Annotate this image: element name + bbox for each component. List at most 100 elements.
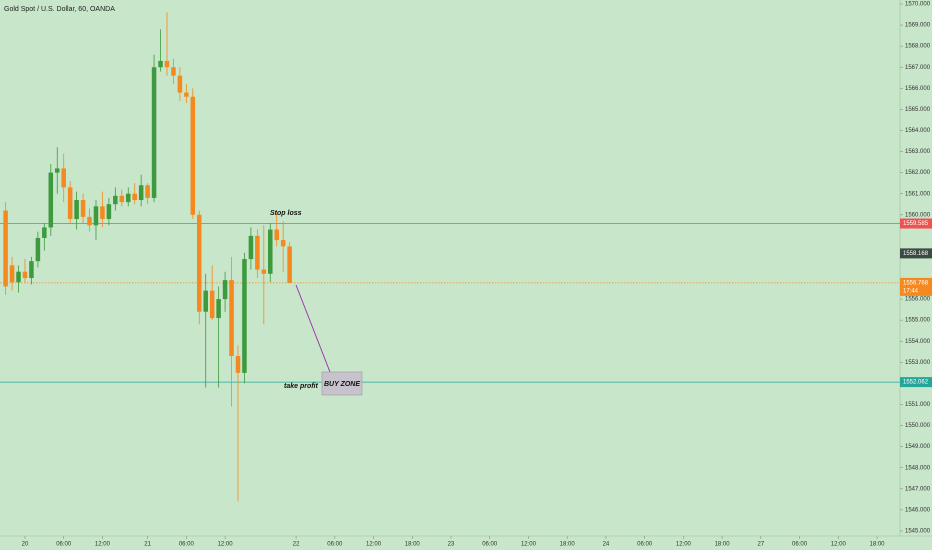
candle-body [61, 168, 66, 188]
y-tick-label: 1551.000 [905, 402, 931, 408]
buy-zone-label: BUY ZONE [324, 381, 360, 388]
candle-body [16, 271, 21, 283]
price-tag-label: 1559.585 [903, 221, 929, 227]
candle-body [261, 269, 267, 274]
chart-title: Gold Spot / U.S. Dollar, 60, OANDA [4, 6, 115, 13]
candle-body [48, 172, 54, 228]
y-tick-label: 1568.000 [905, 44, 931, 50]
candle-body [287, 246, 292, 283]
candle-body [106, 204, 112, 219]
candle-body [203, 290, 208, 312]
candle-body [216, 299, 221, 319]
x-tick-label: 12:00 [676, 542, 692, 548]
price-tag [900, 277, 932, 296]
x-tick-label: 12:00 [521, 542, 537, 548]
candle-body [235, 355, 241, 373]
y-tick-label: 1554.000 [905, 339, 931, 345]
countdown-label: 17:44 [903, 288, 919, 294]
y-tick-label: 1567.000 [905, 65, 931, 71]
y-tick-label: 1566.000 [905, 86, 931, 92]
candle-body [67, 187, 73, 219]
candle-body [255, 235, 260, 270]
candle-body [3, 210, 8, 287]
candle-body [151, 67, 157, 198]
candle-body [22, 271, 28, 279]
x-tick-label: 22 [293, 542, 300, 548]
candle-body [132, 193, 137, 201]
x-tick-label: 06:00 [792, 542, 808, 548]
y-tick-label: 1563.000 [905, 149, 931, 155]
candle-body [29, 261, 34, 279]
y-tick-label: 1546.000 [905, 507, 931, 513]
candle-body [164, 60, 170, 68]
y-tick-label: 1547.000 [905, 486, 931, 492]
candle-body [197, 214, 202, 312]
y-tick-label: 1564.000 [905, 128, 931, 134]
candle-body [9, 265, 15, 283]
x-tick-label: 06:00 [482, 542, 498, 548]
x-tick-label: 27 [757, 542, 764, 548]
y-tick-label: 1562.000 [905, 170, 931, 176]
take-profit-label: take profit [284, 383, 319, 390]
x-tick-label: 12:00 [366, 542, 382, 548]
candle-body [229, 280, 234, 356]
arrow-line [295, 284, 331, 373]
y-tick-label: 1556.000 [905, 297, 931, 303]
candle-body [145, 185, 150, 198]
x-tick-label: 18:00 [560, 542, 576, 548]
candle-body [125, 193, 131, 203]
candle-body [274, 229, 279, 241]
y-tick-label: 1570.000 [905, 2, 931, 8]
buy-zone-box [321, 371, 363, 396]
x-tick-label: 12:00 [831, 542, 847, 548]
y-tick-label: 1561.000 [905, 191, 931, 197]
candle-body [209, 290, 215, 319]
candle-body [93, 206, 99, 226]
price-tag-label: 1556.768 [903, 280, 929, 286]
candle-body [100, 206, 105, 219]
candle-body [35, 237, 41, 262]
y-tick-label: 1549.000 [905, 444, 931, 450]
candle-body [268, 229, 273, 274]
y-tick-label: 1560.000 [905, 212, 931, 218]
x-tick-label: 18:00 [405, 542, 421, 548]
x-tick-label: 06:00 [327, 542, 343, 548]
y-tick-label: 1565.000 [905, 107, 931, 113]
candle-body [119, 195, 125, 203]
x-tick-label: 21 [144, 542, 151, 548]
candle-body [242, 259, 247, 373]
y-tick-label: 1569.000 [905, 23, 931, 29]
price-tag [900, 377, 932, 388]
candle-body [222, 280, 228, 300]
x-tick-label: 06:00 [179, 542, 195, 548]
candle-body [158, 60, 163, 68]
y-tick-label: 1555.000 [905, 318, 931, 324]
candle-body [113, 195, 118, 205]
candle-body [177, 75, 183, 93]
x-tick-label: 18:00 [870, 542, 886, 548]
candle-body [248, 235, 254, 260]
x-tick-label: 18:00 [715, 542, 731, 548]
candle-body [184, 92, 189, 97]
price-tag-label: 1558.168 [903, 251, 929, 257]
y-tick-label: 1548.000 [905, 465, 931, 471]
candle-body [74, 200, 79, 219]
x-tick-label: 23 [448, 542, 455, 548]
candle-body [280, 240, 286, 247]
candle-body [80, 200, 86, 217]
stop-loss-label: Stop loss [270, 210, 302, 217]
x-tick-label: 24 [603, 542, 610, 548]
y-tick-label: 1553.000 [905, 360, 931, 366]
candle-body [42, 227, 47, 238]
candle-body [190, 96, 196, 215]
x-tick-label: 12:00 [218, 542, 234, 548]
candle-body [87, 216, 92, 226]
y-tick-label: 1545.000 [905, 529, 931, 535]
price-tag [900, 218, 932, 229]
x-tick-label: 12:00 [95, 542, 111, 548]
price-tag [900, 248, 932, 259]
x-tick-label: 06:00 [56, 542, 72, 548]
x-tick-label: 06:00 [637, 542, 653, 548]
